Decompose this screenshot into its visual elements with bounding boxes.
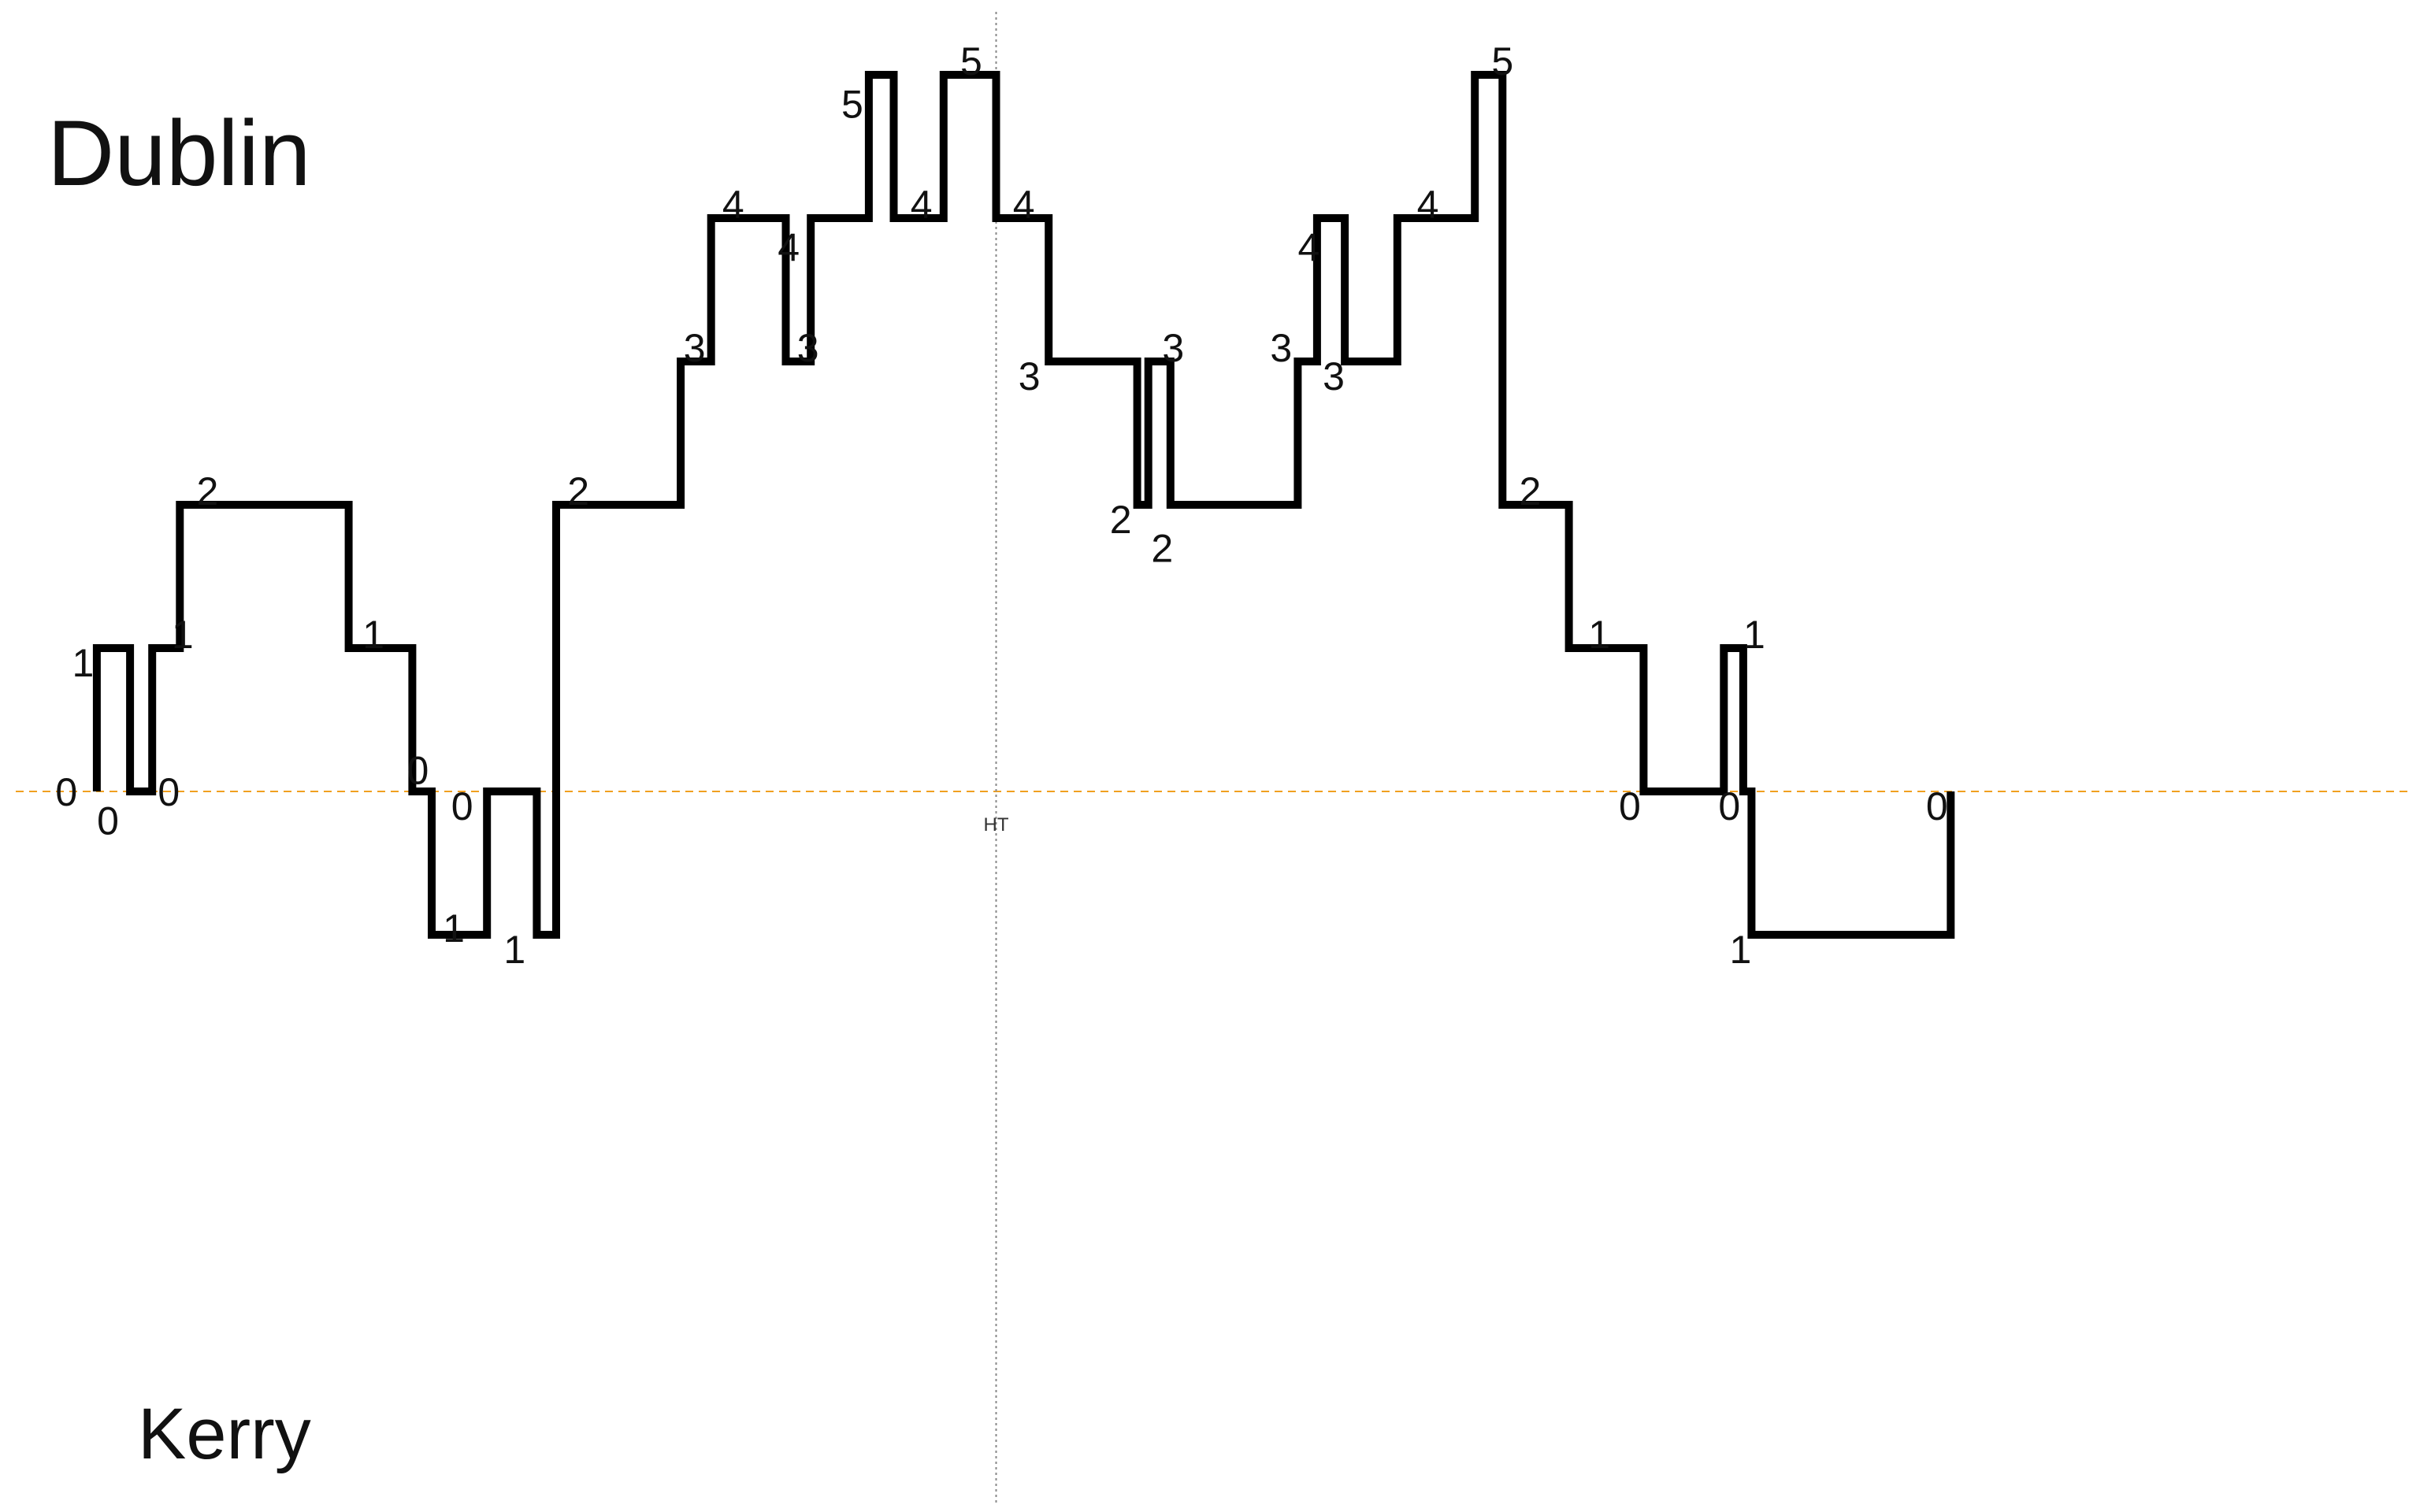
step-label-5: 2	[196, 469, 218, 513]
step-label-23: 2	[1151, 527, 1173, 571]
step-label-24: 3	[1270, 326, 1292, 370]
step-label-30: 1	[1588, 613, 1610, 657]
step-label-1: 0	[97, 799, 119, 843]
step-label-19: 4	[1013, 183, 1035, 227]
step-label-15: 3	[797, 326, 819, 370]
step-label-12: 3	[684, 326, 706, 370]
step-label-7: 0	[406, 749, 429, 793]
step-label-3: 0	[158, 770, 180, 814]
step-label-16: 5	[841, 82, 863, 126]
step-label-20: 3	[1019, 354, 1041, 398]
step-label-34: 1	[1729, 928, 1751, 972]
step-label-31: 0	[1619, 784, 1641, 828]
step-label-4: 1	[172, 613, 194, 657]
step-label-21: 2	[1110, 498, 1132, 542]
step-label-2: 1	[72, 641, 94, 685]
bottom-team-label: Kerry	[138, 1394, 311, 1474]
top-team-label: Dublin	[47, 102, 311, 206]
step-label-32: 0	[1718, 784, 1740, 828]
step-label-18: 5	[960, 39, 982, 83]
step-label-17: 4	[911, 183, 933, 227]
step-label-8: 0	[451, 784, 473, 828]
step-label-13: 4	[722, 183, 744, 227]
step-label-25: 4	[1297, 225, 1319, 269]
step-label-33: 1	[1743, 613, 1765, 657]
step-label-28: 5	[1491, 39, 1513, 83]
step-label-10: 1	[503, 928, 525, 972]
step-label-0: 0	[55, 770, 77, 814]
step-label-27: 4	[1417, 183, 1439, 227]
step-label-11: 2	[567, 469, 589, 513]
step-label-26: 3	[1323, 354, 1345, 398]
halftime-label: HT	[984, 814, 1009, 836]
step-label-35: 0	[1926, 784, 1948, 828]
step-label-14: 4	[778, 225, 800, 269]
step-label-29: 2	[1519, 469, 1541, 513]
step-label-22: 3	[1162, 326, 1184, 370]
step-label-6: 1	[362, 613, 384, 657]
step-label-9: 1	[443, 906, 465, 951]
score-difference-step-line	[92, 71, 1955, 939]
